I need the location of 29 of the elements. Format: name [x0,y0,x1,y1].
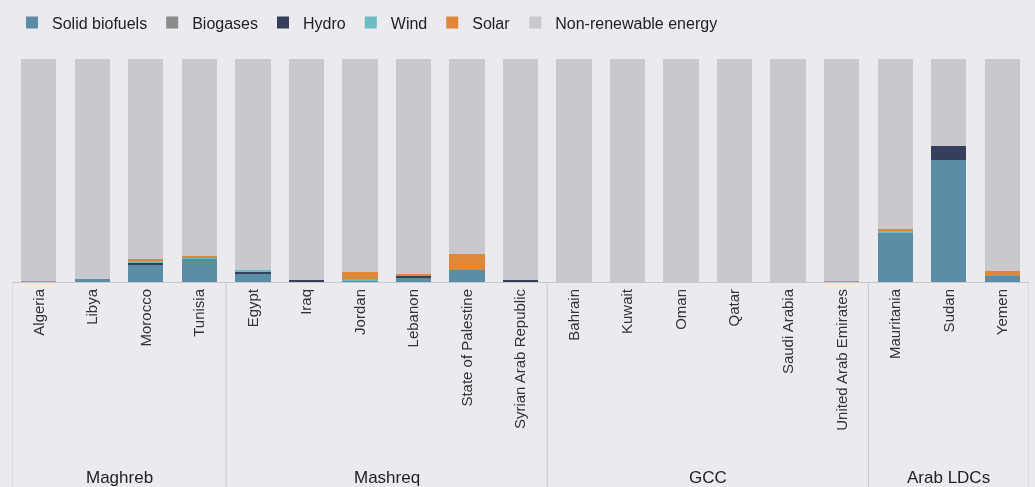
x-tick-label: Yemen [993,289,1011,336]
x-tick-label: Mauritania [886,288,904,360]
text: Arab LDCs [907,468,991,487]
x-tick-label: Oman [671,289,689,330]
x-tick-label: Libya [83,288,101,325]
x-tick-label: Syrian Arab Republic [511,288,529,430]
x-tick-label: Iraq [297,289,315,315]
legend-label: Biogases [192,14,258,32]
x-tick-label: Sudan [939,289,957,333]
legend-label: Non-renewable energy [555,14,718,32]
x-tick-label: Egypt [243,288,261,328]
x-tick-label: Saudi Arabia [779,288,797,375]
text: Maghreb [86,468,154,487]
x-tick-label: Jordan [350,289,368,335]
x-tick-label: Tunisia [190,288,208,337]
x-tick-label: Algeria [29,288,47,336]
x-tick-label: State of Palestine [457,289,475,407]
text: Mashreq [354,468,421,487]
x-tick-label: United Arab Emirates [832,289,850,431]
text: GCC [689,468,727,487]
x-tick-label: Lebanon [404,289,422,348]
x-tick-label: Bahrain [564,289,582,341]
x-tick-label: Kuwait [618,288,636,335]
x-tick-label: Qatar [725,289,743,327]
legend-label: Wind [390,14,428,32]
legend-label: Solid biofuels [52,14,148,32]
x-tick-label: Morocco [136,289,154,347]
legend-label: Hydro [303,14,346,32]
legend-label: Solar [472,14,511,32]
